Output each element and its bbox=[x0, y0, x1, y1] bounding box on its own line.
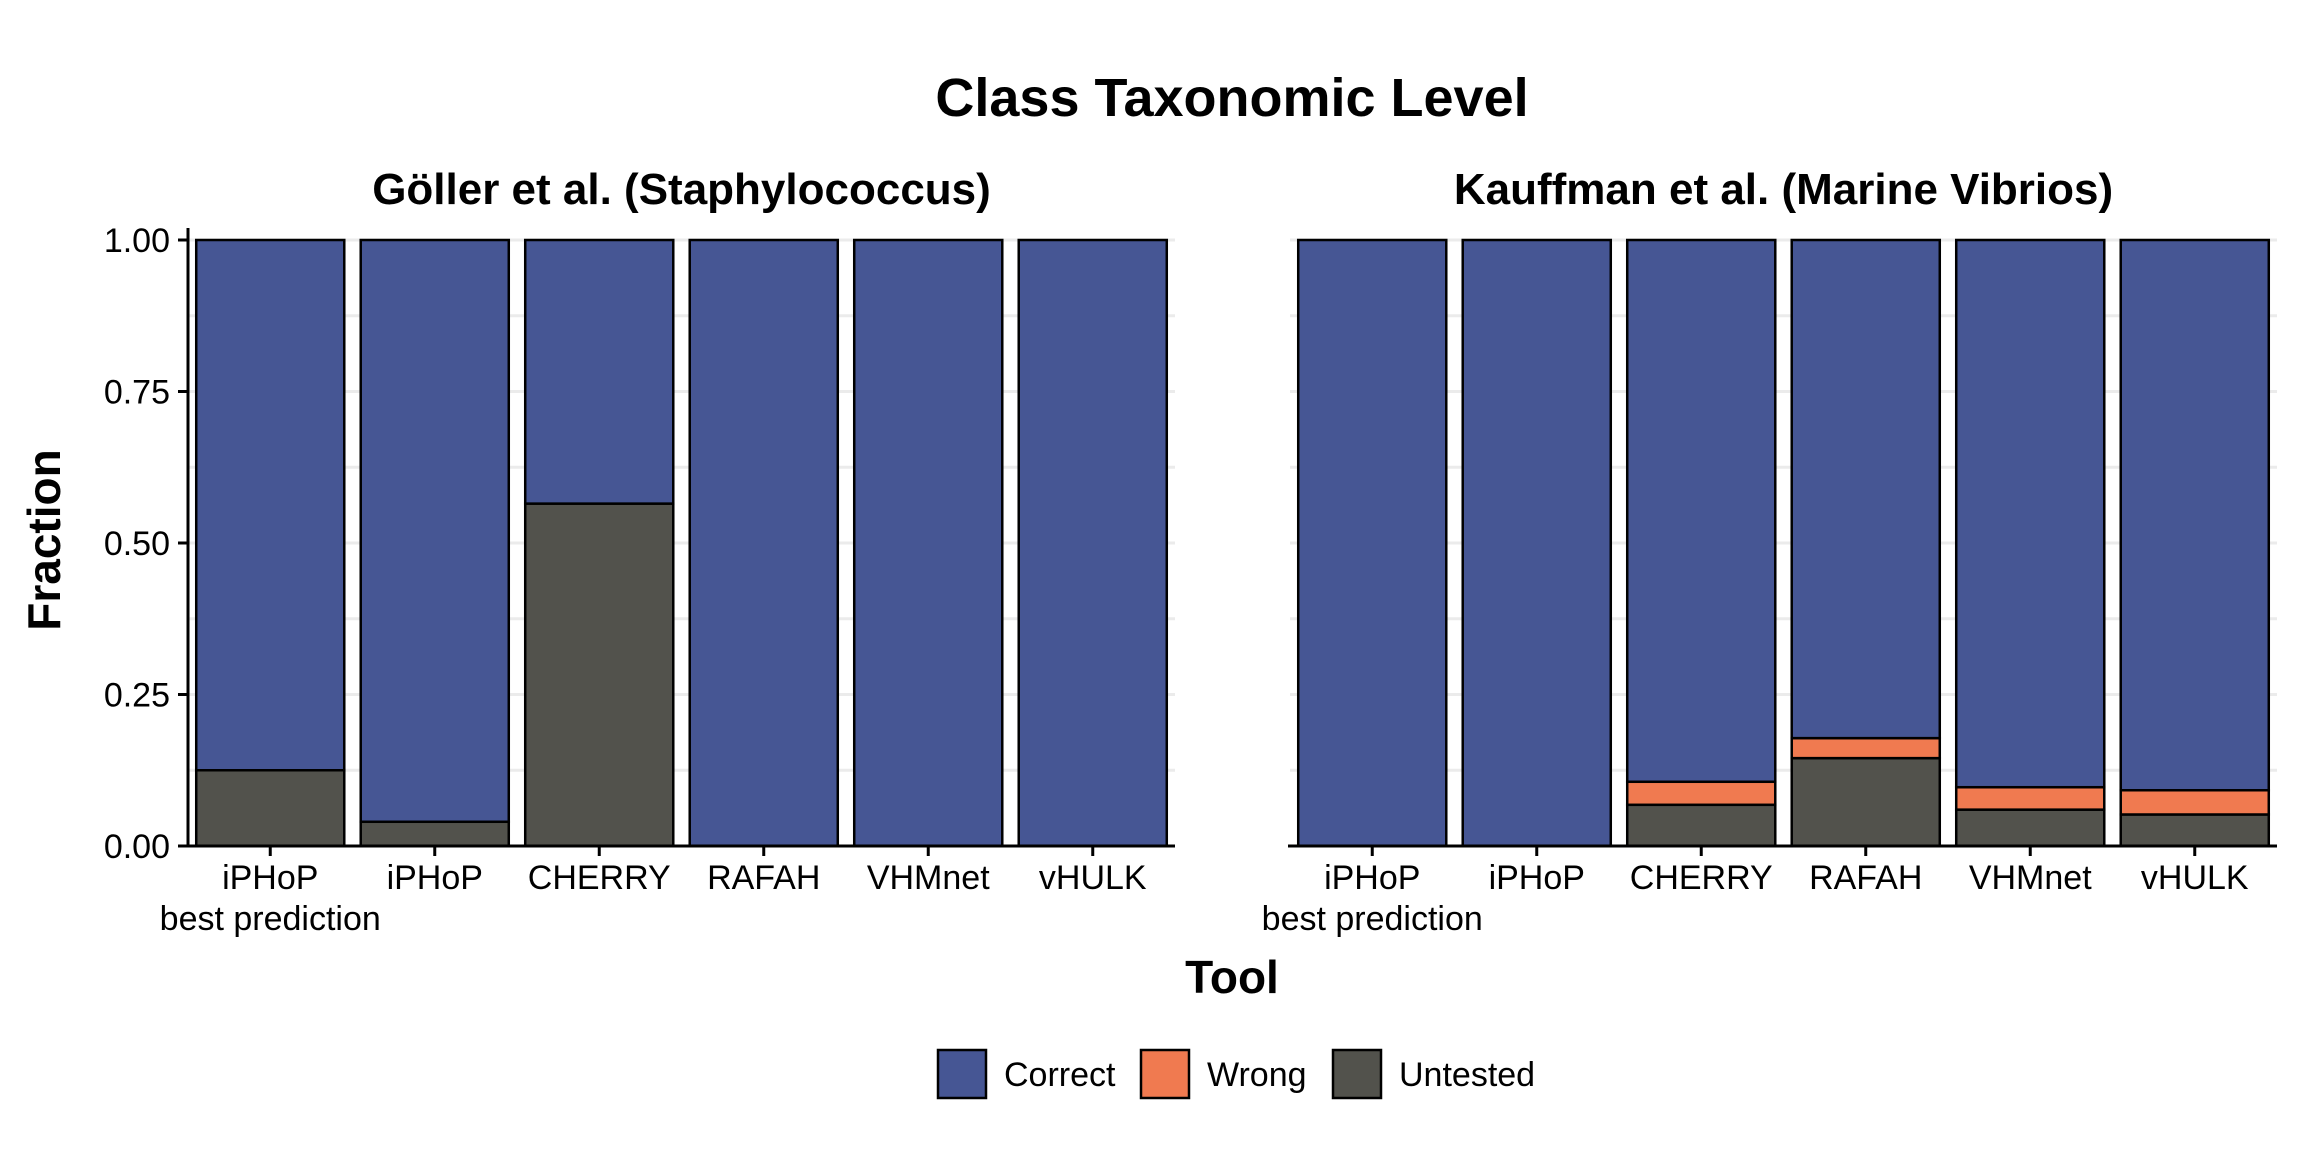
bar-untested bbox=[523, 502, 675, 848]
x-tick-label: iPHoP bbox=[1324, 859, 1420, 897]
bar-untested bbox=[359, 820, 511, 848]
x-tick-label: CHERRY bbox=[1630, 859, 1773, 897]
panel-1: Göller et al. (Staphylococcus) 0.00 0.25 0.… bbox=[104, 165, 1175, 938]
legend-key-wrong bbox=[1139, 1048, 1191, 1100]
x-tick-label: RAFAH bbox=[707, 859, 820, 897]
panel-title: Göller et al. (Staphylococcus) bbox=[372, 165, 991, 214]
x-tick-label: iPHoP bbox=[387, 859, 483, 897]
bar-untested bbox=[2119, 813, 2271, 848]
panel-2: Kauffman et al. (Marine Vibrios) iPHoPbes… bbox=[1262, 165, 2277, 938]
bar-correct bbox=[1625, 238, 1777, 784]
legend-item-correct: Correct bbox=[936, 1048, 1116, 1100]
bar-correct bbox=[359, 238, 511, 824]
bar-correct bbox=[852, 238, 1004, 848]
x-tick-label: VHMnet bbox=[1969, 859, 2092, 897]
x-tick-label: vHULK bbox=[2141, 859, 2249, 897]
bar-correct bbox=[1017, 238, 1169, 848]
y-tick-label: 0.00 bbox=[104, 828, 170, 866]
bar-correct bbox=[2119, 238, 2271, 792]
bar-untested bbox=[194, 769, 346, 848]
panel-title: Kauffman et al. (Marine Vibrios) bbox=[1454, 165, 2113, 214]
bar-wrong bbox=[2119, 788, 2271, 816]
y-tick-label: 0.50 bbox=[104, 525, 170, 563]
x-tick-label: VHMnet bbox=[867, 859, 990, 897]
legend-key-untested bbox=[1331, 1048, 1383, 1100]
x-tick-label: best prediction bbox=[1262, 900, 1483, 938]
bar-correct bbox=[688, 238, 840, 848]
bar-correct bbox=[523, 238, 675, 505]
legend-label: Untested bbox=[1399, 1056, 1535, 1094]
chart-title: Class Taxonomic Level bbox=[935, 68, 1528, 128]
bar-untested bbox=[1790, 756, 1942, 848]
y-tick-label: 0.75 bbox=[104, 374, 170, 412]
bar-correct bbox=[194, 238, 346, 772]
x-tick-label: best prediction bbox=[160, 900, 381, 938]
x-tick-label: RAFAH bbox=[1809, 859, 1922, 897]
x-tick-label: vHULK bbox=[1039, 859, 1147, 897]
legend-item-untested: Untested bbox=[1331, 1048, 1535, 1100]
x-tick-label: CHERRY bbox=[528, 859, 671, 897]
bar-wrong bbox=[1954, 785, 2106, 811]
legend: Correct Wrong Untested bbox=[936, 1048, 1535, 1100]
bar-wrong bbox=[1790, 736, 1942, 760]
legend-key-correct bbox=[936, 1048, 988, 1100]
panels: Göller et al. (Staphylococcus) 0.00 0.25 0.… bbox=[104, 165, 2277, 938]
bar-untested bbox=[1625, 803, 1777, 848]
bar-correct bbox=[1461, 238, 1613, 848]
bar-correct bbox=[1954, 238, 2106, 789]
bar-untested bbox=[1954, 808, 2106, 848]
x-tick-label: iPHoP bbox=[1489, 859, 1585, 897]
x-tick-label: iPHoP bbox=[222, 859, 318, 897]
bar-correct bbox=[1790, 238, 1942, 740]
y-tick-label: 1.00 bbox=[104, 222, 170, 260]
y-axis-title: Fraction bbox=[18, 449, 70, 630]
bar-correct bbox=[1296, 238, 1448, 848]
x-axis-title: Tool bbox=[1185, 951, 1279, 1003]
y-tick-label: 0.25 bbox=[104, 677, 170, 715]
legend-label: Wrong bbox=[1207, 1056, 1307, 1094]
legend-item-wrong: Wrong bbox=[1139, 1048, 1307, 1100]
legend-label: Correct bbox=[1004, 1056, 1116, 1094]
bar-wrong bbox=[1625, 780, 1777, 807]
